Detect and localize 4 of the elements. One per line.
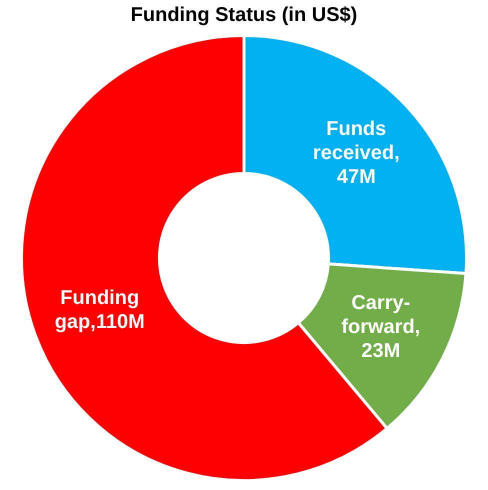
slice-label: Carry-forward, 23M [341, 292, 420, 362]
chart-title: Funding Status (in US$) [130, 3, 358, 28]
slice-label: Funding gap,110M [54, 287, 145, 334]
slice-label: Funds received, 47M [312, 118, 400, 188]
